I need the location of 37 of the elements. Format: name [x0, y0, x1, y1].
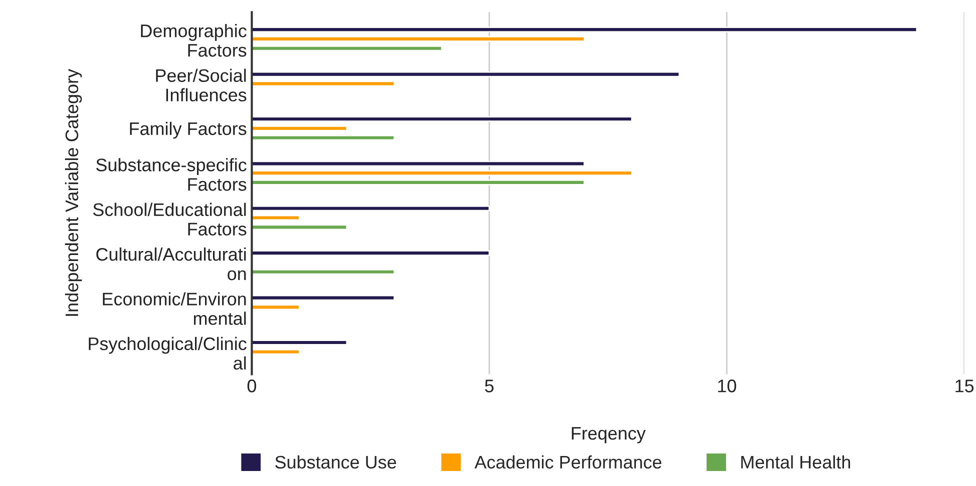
y-tick-label: Peer/Social Influences — [156, 68, 246, 102]
y-tick-label: Substance-specific Factors — [96, 158, 246, 191]
bar — [252, 180, 585, 186]
bar — [252, 224, 348, 230]
bar — [252, 80, 395, 87]
bar — [252, 26, 918, 33]
bar — [252, 348, 300, 355]
bar — [252, 268, 395, 275]
y-tick-label: Economic/Environ mental — [102, 292, 246, 325]
x-tick-label: 10 — [718, 380, 736, 392]
x-tick-label: 5 — [485, 380, 494, 392]
y-tick-label: Family Factors — [130, 122, 246, 139]
bar — [252, 71, 680, 78]
y-tick-label: Psychological/Clinic al — [88, 336, 246, 370]
x-tick-label: 15 — [956, 380, 974, 392]
bar — [252, 36, 585, 42]
y-tick-label: Cultural/Acculturati on — [96, 248, 246, 280]
bar — [252, 340, 348, 346]
legend-label: Substance Use — [275, 455, 396, 469]
bar — [252, 214, 300, 221]
legend-label: Academic Performance — [474, 455, 662, 469]
bar — [252, 294, 395, 301]
y-axis-title: Independent Variable Category — [65, 68, 82, 316]
bar — [252, 125, 348, 132]
bar — [252, 116, 632, 122]
y-tick-label: School/Educational Factors — [93, 202, 246, 236]
bar — [252, 134, 395, 141]
bar — [252, 160, 585, 167]
x-axis-title: Freqency — [572, 427, 646, 444]
x-tick-label: 0 — [247, 380, 256, 392]
y-tick-label: Demographic Factors — [141, 24, 246, 57]
bar — [252, 170, 632, 176]
bar — [252, 250, 490, 256]
legend-label: Mental Health — [741, 455, 850, 469]
bar — [252, 205, 490, 212]
bar — [252, 45, 442, 52]
bar — [252, 304, 300, 310]
